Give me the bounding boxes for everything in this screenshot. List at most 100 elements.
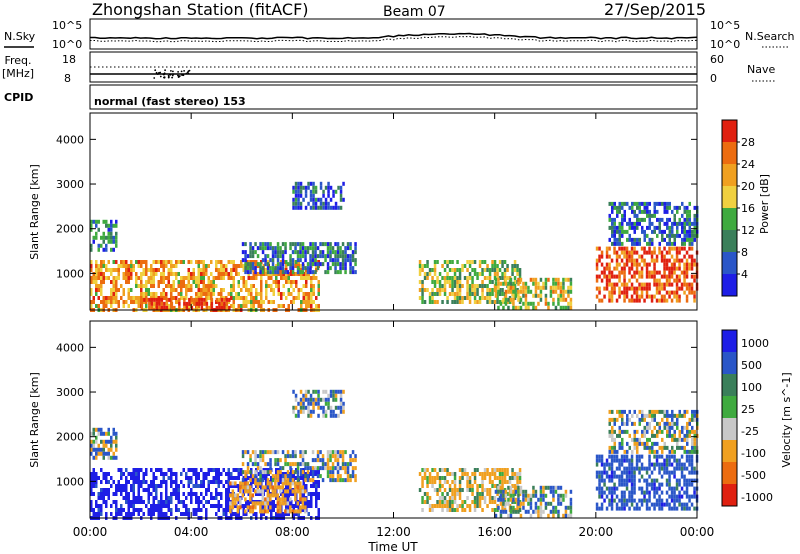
echo-cell — [241, 258, 245, 263]
echo-cell — [633, 429, 636, 434]
echo-cell — [332, 389, 335, 394]
echo-cell — [655, 298, 659, 303]
echo-cell — [304, 489, 307, 494]
echo-cell — [266, 462, 270, 467]
echo-cell — [135, 296, 138, 300]
echo-cell — [132, 492, 135, 496]
echo-cell — [306, 250, 310, 255]
echo-cell — [673, 494, 676, 499]
echo-cell — [643, 250, 646, 255]
echo-cell — [329, 197, 333, 202]
echo-cell — [187, 260, 190, 264]
echo-cell — [473, 288, 477, 292]
echo-cell — [633, 262, 636, 267]
echo-cell — [497, 289, 500, 294]
echo-cell — [97, 276, 100, 280]
echo-cell — [431, 280, 434, 284]
echo-cell — [675, 458, 679, 463]
echo-cell — [125, 488, 128, 492]
echo-cell — [618, 246, 621, 251]
echo-cell — [625, 250, 629, 255]
echo-cell — [140, 500, 143, 504]
echo-cell — [314, 197, 318, 202]
echo-cell — [160, 504, 163, 508]
echo-cell — [220, 492, 223, 496]
echo-cell — [351, 474, 355, 479]
echo-cell — [506, 492, 509, 496]
echo-cell — [294, 181, 298, 186]
echo-cell — [256, 485, 260, 490]
echo-cell — [648, 262, 651, 267]
nave-point — [171, 76, 174, 79]
echo-cell — [107, 231, 110, 236]
echo-cell — [190, 492, 193, 496]
echo-cell — [613, 445, 616, 450]
echo-cell — [217, 272, 220, 276]
echo-cell — [685, 482, 689, 487]
echo-cell — [625, 294, 629, 299]
echo-cell — [341, 478, 345, 483]
echo-cell — [650, 482, 654, 487]
echo-cell — [618, 201, 621, 206]
echo-cell — [671, 221, 674, 226]
echo-cell — [673, 502, 676, 507]
echo-cell — [247, 288, 250, 292]
echo-cell — [618, 506, 621, 511]
echo-cell — [675, 498, 679, 503]
echo-cell — [544, 297, 548, 302]
echo-cell — [517, 289, 520, 294]
noise-right-tick-bottom: 10^0 — [710, 38, 740, 51]
echo-cell — [244, 262, 247, 267]
echo-cell — [441, 284, 444, 288]
echo-cell — [220, 472, 223, 476]
echo-cell — [289, 258, 292, 263]
echo-cell — [244, 509, 247, 514]
echo-cell — [95, 219, 98, 224]
echo-cell — [620, 498, 624, 503]
echo-cell — [97, 504, 100, 508]
echo-cell — [115, 280, 118, 284]
echo-cell — [648, 437, 651, 442]
echo-cell — [205, 264, 208, 268]
echo-cell — [244, 258, 247, 263]
echo-cell — [274, 250, 277, 255]
echo-cell — [100, 504, 103, 508]
echo-cell — [456, 300, 459, 304]
echo-cell — [147, 508, 150, 512]
echo-cell — [260, 492, 263, 496]
echo-cell — [493, 500, 497, 504]
echo-cell — [312, 397, 315, 402]
echo-cell — [197, 304, 200, 308]
nave-point — [163, 72, 166, 75]
echo-cell — [322, 205, 325, 210]
echo-cell — [304, 497, 307, 502]
echo-cell — [231, 489, 235, 494]
echo-cell — [112, 280, 115, 284]
echo-cell — [426, 496, 429, 500]
echo-cell — [471, 260, 474, 264]
echo-cell — [110, 227, 113, 232]
echo-cell — [281, 266, 285, 271]
echo-cell — [478, 284, 482, 288]
echo-cell — [688, 494, 691, 499]
echo-cell — [279, 458, 282, 463]
echo-cell — [643, 433, 646, 438]
echo-cell — [616, 205, 619, 210]
echo-cell — [608, 225, 611, 230]
echo-cell — [120, 504, 123, 508]
echo-cell — [339, 478, 342, 483]
echo-cell — [595, 262, 599, 267]
echo-cell — [110, 443, 113, 448]
echo-cell — [292, 409, 295, 414]
echo-cell — [600, 494, 604, 499]
echo-cell — [102, 260, 105, 264]
echo-cell — [160, 500, 163, 504]
echo-cell — [281, 485, 285, 490]
echo-cell — [334, 254, 337, 259]
colorbar-tick-label-2: 12 — [741, 224, 755, 237]
echo-cell — [595, 502, 599, 507]
echo-cell — [187, 268, 190, 272]
echo-cell — [230, 512, 233, 516]
echo-cell — [100, 292, 103, 296]
echo-cell — [685, 454, 689, 459]
